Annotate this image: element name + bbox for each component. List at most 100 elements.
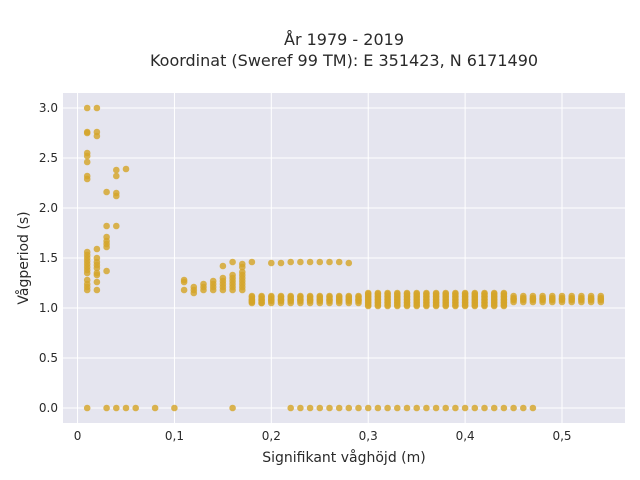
data-point — [326, 258, 333, 266]
data-point — [326, 292, 333, 300]
data-point — [93, 264, 101, 272]
data-point — [190, 289, 198, 297]
data-point — [520, 404, 527, 412]
data-point — [587, 292, 595, 300]
data-point — [597, 292, 605, 300]
data-point — [229, 271, 236, 279]
data-point — [500, 289, 508, 297]
data-point — [471, 289, 479, 297]
data-point — [461, 289, 469, 297]
data-point — [558, 292, 566, 300]
data-point — [180, 286, 188, 294]
data-point — [374, 289, 382, 297]
data-point — [287, 404, 295, 412]
data-point — [277, 292, 285, 300]
data-point — [549, 292, 556, 300]
y-tick-label: 3.0 — [39, 101, 58, 115]
data-point — [113, 192, 120, 200]
data-point — [229, 404, 236, 412]
data-point — [103, 188, 110, 196]
data-point — [239, 263, 246, 271]
data-point — [83, 104, 91, 112]
data-point — [113, 404, 120, 412]
data-point — [326, 404, 333, 412]
data-point — [83, 152, 91, 160]
data-point — [103, 222, 110, 230]
data-point — [481, 404, 488, 412]
data-point — [432, 404, 440, 412]
data-point — [209, 277, 217, 285]
data-point — [297, 292, 304, 300]
data-point — [490, 289, 498, 297]
data-point — [394, 289, 401, 297]
y-tick-label: 1.5 — [39, 251, 58, 265]
data-point — [219, 274, 227, 282]
x-tick-label: 0,1 — [165, 429, 184, 443]
data-point — [510, 292, 517, 300]
data-point — [306, 292, 314, 300]
data-point — [364, 404, 372, 412]
data-point — [403, 404, 411, 412]
data-point — [258, 292, 265, 300]
data-point — [345, 404, 353, 412]
data-point — [248, 292, 256, 300]
data-point — [83, 286, 91, 294]
chart-title-line1: År 1979 - 2019 — [284, 30, 404, 49]
data-point — [432, 289, 440, 297]
data-point — [93, 286, 101, 294]
data-point — [452, 289, 459, 297]
data-point — [490, 404, 498, 412]
data-point — [316, 404, 324, 412]
data-point — [452, 404, 459, 412]
data-point — [219, 262, 227, 270]
y-tick-label: 2.0 — [39, 201, 58, 215]
data-point — [335, 258, 343, 266]
chart-title-line2: Koordinat (Sweref 99 TM): E 351423, N 61… — [150, 51, 538, 70]
data-point — [287, 292, 295, 300]
data-point — [345, 259, 353, 267]
data-point — [132, 404, 139, 412]
data-point — [103, 404, 110, 412]
data-point — [190, 283, 198, 291]
data-point — [113, 166, 120, 174]
data-point — [442, 404, 450, 412]
data-point — [258, 299, 265, 307]
data-point — [364, 289, 372, 297]
data-point — [200, 280, 207, 288]
x-tick-label: 0 — [74, 429, 82, 443]
data-point — [471, 404, 479, 412]
data-point — [277, 259, 285, 267]
y-tick-label: 0.5 — [39, 351, 58, 365]
data-point — [268, 292, 275, 300]
data-point — [355, 292, 362, 300]
data-point — [520, 292, 527, 300]
data-point — [248, 298, 256, 306]
data-point — [180, 278, 188, 286]
data-point — [103, 267, 110, 275]
data-point — [93, 271, 101, 279]
y-tick-label: 2.5 — [39, 151, 58, 165]
data-point — [442, 289, 450, 297]
data-point — [423, 404, 430, 412]
data-point — [403, 289, 411, 297]
data-point — [316, 292, 324, 300]
data-point — [335, 292, 343, 300]
data-point — [374, 404, 382, 412]
data-point — [93, 132, 101, 140]
data-point — [500, 404, 508, 412]
data-point — [355, 404, 362, 412]
data-point — [345, 292, 353, 300]
x-tick-label: 0,5 — [552, 429, 571, 443]
data-point — [151, 404, 159, 412]
data-point — [93, 245, 101, 253]
data-point — [248, 258, 256, 266]
data-point — [113, 222, 120, 230]
y-tick-label: 1.0 — [39, 301, 58, 315]
data-point — [529, 404, 537, 412]
data-point — [481, 289, 488, 297]
data-point — [578, 292, 585, 300]
data-points — [83, 104, 605, 412]
y-tick-label: 0.0 — [39, 401, 58, 415]
data-point — [297, 404, 304, 412]
